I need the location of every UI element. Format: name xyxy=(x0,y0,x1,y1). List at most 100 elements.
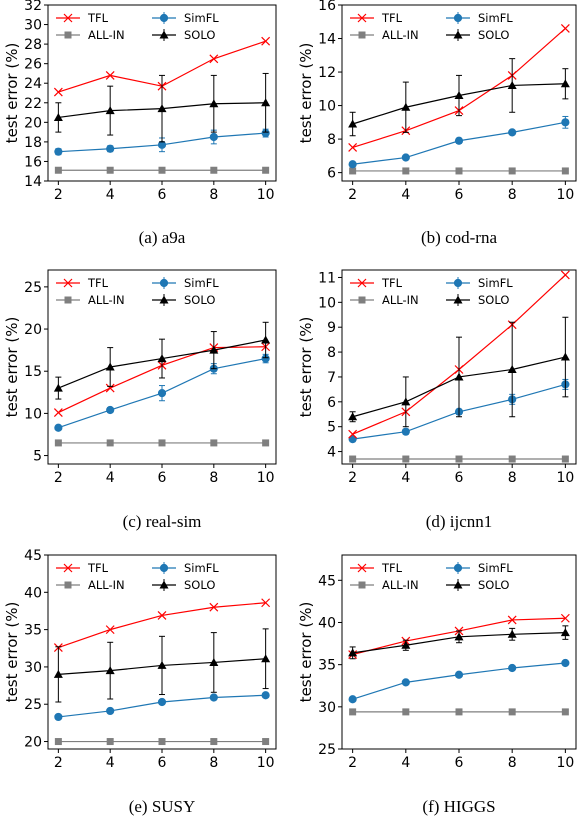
data-point-allin xyxy=(455,708,463,716)
legend: TFL SimFL ALL-IN SOLO xyxy=(56,11,219,42)
data-point-solo xyxy=(560,352,570,361)
legend-marker-simfl xyxy=(453,13,463,23)
data-point-allin xyxy=(54,166,62,174)
legend-marker-solo xyxy=(159,30,169,39)
legend-marker-tfl xyxy=(63,13,73,23)
data-point-solo xyxy=(401,397,411,406)
y-tick-label: 10 xyxy=(318,295,336,311)
data-layer xyxy=(348,24,570,175)
data-point-tfl xyxy=(560,613,570,623)
x-tick-label: 6 xyxy=(158,755,167,771)
data-point-solo xyxy=(454,632,464,641)
legend-marker-simfl xyxy=(453,563,463,573)
y-tick-label: 28 xyxy=(24,37,42,53)
data-point-solo xyxy=(560,79,570,88)
y-tick-label: 45 xyxy=(24,548,42,564)
y-tick-label: 6 xyxy=(327,166,336,182)
data-point-simfl xyxy=(348,160,357,169)
legend-label-allin: ALL-IN xyxy=(88,28,125,42)
series-allin xyxy=(54,738,270,746)
legend: TFL SimFL ALL-IN SOLO xyxy=(350,11,513,42)
x-tick-label: 6 xyxy=(158,470,167,486)
legend-marker-simfl xyxy=(159,278,169,288)
data-point-allin xyxy=(455,455,463,463)
x-tick-label: 2 xyxy=(54,187,63,203)
x-tick-label: 4 xyxy=(106,755,115,771)
x-tick-label: 4 xyxy=(401,755,410,771)
data-point-allin xyxy=(262,439,270,447)
x-tick-label: 10 xyxy=(257,755,275,771)
x-tick-label: 2 xyxy=(54,470,63,486)
y-axis-label: test error (%) xyxy=(297,602,315,703)
legend: TFL SimFL ALL-IN SOLO xyxy=(350,561,513,592)
y-tick-label: 40 xyxy=(24,585,42,601)
data-point-simfl xyxy=(454,136,464,145)
x-tick-label: 2 xyxy=(54,755,63,771)
data-point-allin xyxy=(158,166,166,174)
data-point-solo xyxy=(507,364,517,373)
legend: TFL SimFL ALL-IN SOLO xyxy=(56,561,219,592)
y-tick-label: 30 xyxy=(24,660,42,676)
legend-marker-simfl xyxy=(159,563,169,573)
data-point-simfl xyxy=(401,427,410,436)
data-point-tfl xyxy=(348,429,358,439)
data-point-solo xyxy=(157,104,167,113)
series-simfl xyxy=(348,658,570,704)
x-tick-label: 10 xyxy=(257,187,275,203)
data-point-allin xyxy=(508,708,516,716)
legend-label-solo: SOLO xyxy=(478,28,509,42)
y-tick-label: 20 xyxy=(24,735,42,751)
series-solo xyxy=(348,58,570,137)
legend-label-solo: SOLO xyxy=(184,293,215,307)
y-tick-label: 25 xyxy=(318,742,336,758)
data-point-simfl xyxy=(401,678,410,687)
legend-marker-tfl xyxy=(63,278,73,288)
legend-label-simfl: SimFL xyxy=(184,11,219,25)
data-point-allin xyxy=(508,167,516,175)
legend-label-solo: SOLO xyxy=(478,578,509,592)
y-tick-label: 15 xyxy=(24,364,42,380)
y-axis-label: test error (%) xyxy=(297,43,315,144)
data-point-tfl xyxy=(560,24,570,33)
series-allin xyxy=(349,708,569,716)
legend-marker-allin xyxy=(358,31,366,39)
legend-label-tfl: TFL xyxy=(87,561,109,575)
y-tick-label: 16 xyxy=(318,0,336,14)
y-tick-label: 7 xyxy=(327,370,336,386)
data-layer xyxy=(53,36,271,174)
panel-caption: (f) HIGGS xyxy=(422,797,495,816)
data-point-solo xyxy=(507,629,517,638)
data-point-allin xyxy=(106,439,114,447)
data-point-allin xyxy=(262,738,270,746)
y-tick-label: 30 xyxy=(318,700,336,716)
data-point-tfl xyxy=(261,598,271,608)
y-axis-label: test error (%) xyxy=(3,317,21,418)
data-point-solo xyxy=(261,98,271,107)
x-tick-label: 8 xyxy=(508,470,517,486)
x-tick-label: 6 xyxy=(455,470,464,486)
legend: TFL SimFL ALL-IN SOLO xyxy=(350,276,513,307)
panel-caption: (b) cod-rna xyxy=(421,228,497,247)
data-point-allin xyxy=(262,166,270,174)
data-point-simfl xyxy=(106,144,115,153)
data-point-solo xyxy=(348,119,358,128)
data-point-simfl xyxy=(157,389,167,398)
data-point-simfl xyxy=(54,147,63,156)
y-axis-label: test error (%) xyxy=(3,43,21,144)
series-allin xyxy=(54,439,270,447)
x-tick-label: 4 xyxy=(401,470,410,486)
legend-marker-allin xyxy=(64,296,72,304)
data-point-tfl xyxy=(507,615,517,625)
panel-caption: (e) SUSY xyxy=(129,797,196,816)
data-point-tfl xyxy=(105,383,115,393)
y-tick-label: 8 xyxy=(327,132,336,148)
data-point-tfl xyxy=(261,36,271,46)
data-point-solo xyxy=(105,106,115,115)
y-tick-label: 20 xyxy=(24,322,42,338)
y-tick-label: 8 xyxy=(327,345,336,361)
panel-caption: (d) ijcnn1 xyxy=(426,512,493,531)
data-point-solo xyxy=(507,80,517,89)
